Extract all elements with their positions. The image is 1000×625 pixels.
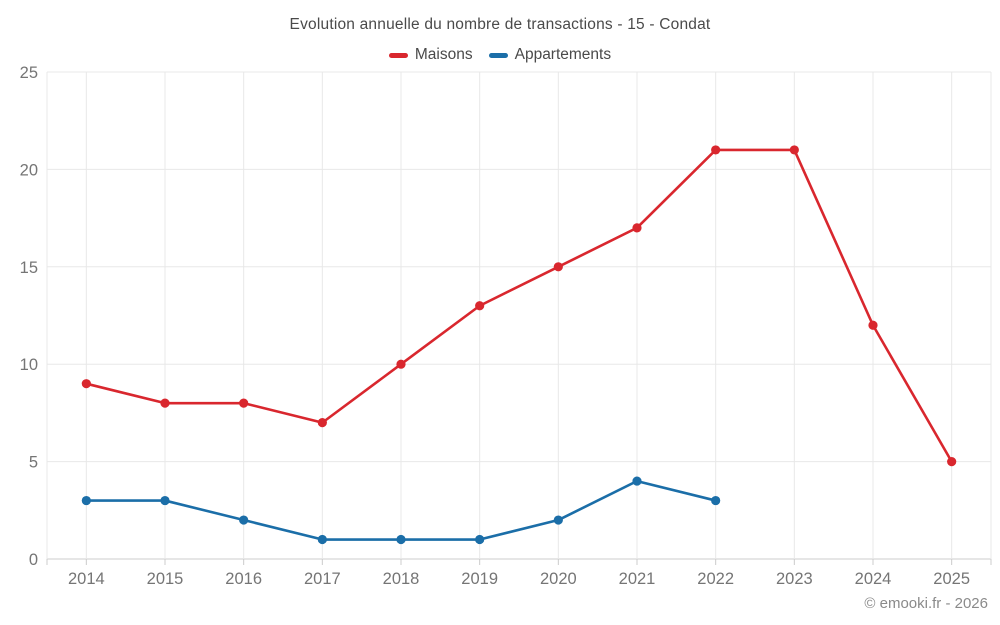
y-tick-label: 15 bbox=[20, 259, 38, 277]
data-point-appartements-2019[interactable] bbox=[475, 534, 485, 545]
data-point-maisons-2016[interactable] bbox=[239, 398, 249, 408]
x-tick-label: 2018 bbox=[383, 570, 420, 588]
data-point-appartements-2015[interactable] bbox=[160, 495, 170, 506]
data-point-appartements-2017[interactable] bbox=[317, 534, 327, 545]
legend-swatch-maisons bbox=[388, 52, 408, 58]
data-point-appartements-2021[interactable] bbox=[632, 476, 642, 486]
legend-label-appartements: Appartements bbox=[514, 46, 612, 63]
x-tick-label: 2021 bbox=[619, 570, 656, 588]
x-tick-label: 2025 bbox=[933, 570, 970, 588]
data-point-maisons-2021[interactable] bbox=[632, 223, 642, 233]
x-tick-label: 2019 bbox=[461, 570, 498, 588]
x-tick-label: 2020 bbox=[540, 570, 577, 588]
data-point-maisons-2014[interactable] bbox=[81, 379, 91, 389]
legend-swatch-appartements bbox=[488, 52, 508, 58]
x-tick-label: 2022 bbox=[697, 570, 734, 588]
y-tick-label: 10 bbox=[20, 356, 38, 374]
data-point-maisons-2020[interactable] bbox=[553, 262, 563, 272]
data-point-appartements-2014[interactable] bbox=[81, 495, 91, 506]
copyright-text: © emooki.fr - 2026 bbox=[864, 595, 988, 612]
legend-item-appartements[interactable]: Appartements bbox=[488, 46, 612, 64]
x-tick-label: 2015 bbox=[147, 570, 184, 588]
data-point-maisons-2015[interactable] bbox=[160, 398, 170, 408]
x-tick-label: 2016 bbox=[225, 570, 262, 588]
data-point-appartements-2016[interactable] bbox=[239, 515, 249, 525]
chart-title: Evolution annuelle du nombre de transact… bbox=[289, 16, 711, 33]
y-tick-label: 0 bbox=[29, 551, 38, 569]
series-line-maisons bbox=[85, 148, 953, 463]
data-point-maisons-2018[interactable] bbox=[396, 359, 406, 369]
legend-item-maisons[interactable]: Maisons bbox=[388, 46, 473, 64]
y-tick-label: 25 bbox=[20, 64, 38, 82]
legend-label-maisons: Maisons bbox=[414, 46, 473, 63]
x-tick-label: 2017 bbox=[304, 570, 341, 588]
data-point-maisons-2017[interactable] bbox=[317, 418, 327, 428]
x-tick-label: 2014 bbox=[68, 570, 105, 588]
x-tick-label: 2024 bbox=[855, 570, 892, 588]
data-point-appartements-2018[interactable] bbox=[396, 534, 406, 545]
data-point-maisons-2024[interactable] bbox=[868, 320, 878, 330]
data-point-maisons-2019[interactable] bbox=[475, 301, 485, 311]
chart-legend: Maisons Appartements bbox=[0, 46, 1000, 64]
data-point-appartements-2020[interactable] bbox=[553, 515, 563, 525]
data-point-maisons-2022[interactable] bbox=[711, 145, 721, 155]
data-point-maisons-2023[interactable] bbox=[789, 145, 799, 155]
y-tick-label: 5 bbox=[29, 454, 38, 472]
data-point-appartements-2022[interactable] bbox=[711, 495, 721, 506]
x-tick-label: 2023 bbox=[776, 570, 813, 588]
data-point-maisons-2025[interactable] bbox=[947, 457, 957, 467]
y-tick-label: 20 bbox=[20, 161, 38, 179]
